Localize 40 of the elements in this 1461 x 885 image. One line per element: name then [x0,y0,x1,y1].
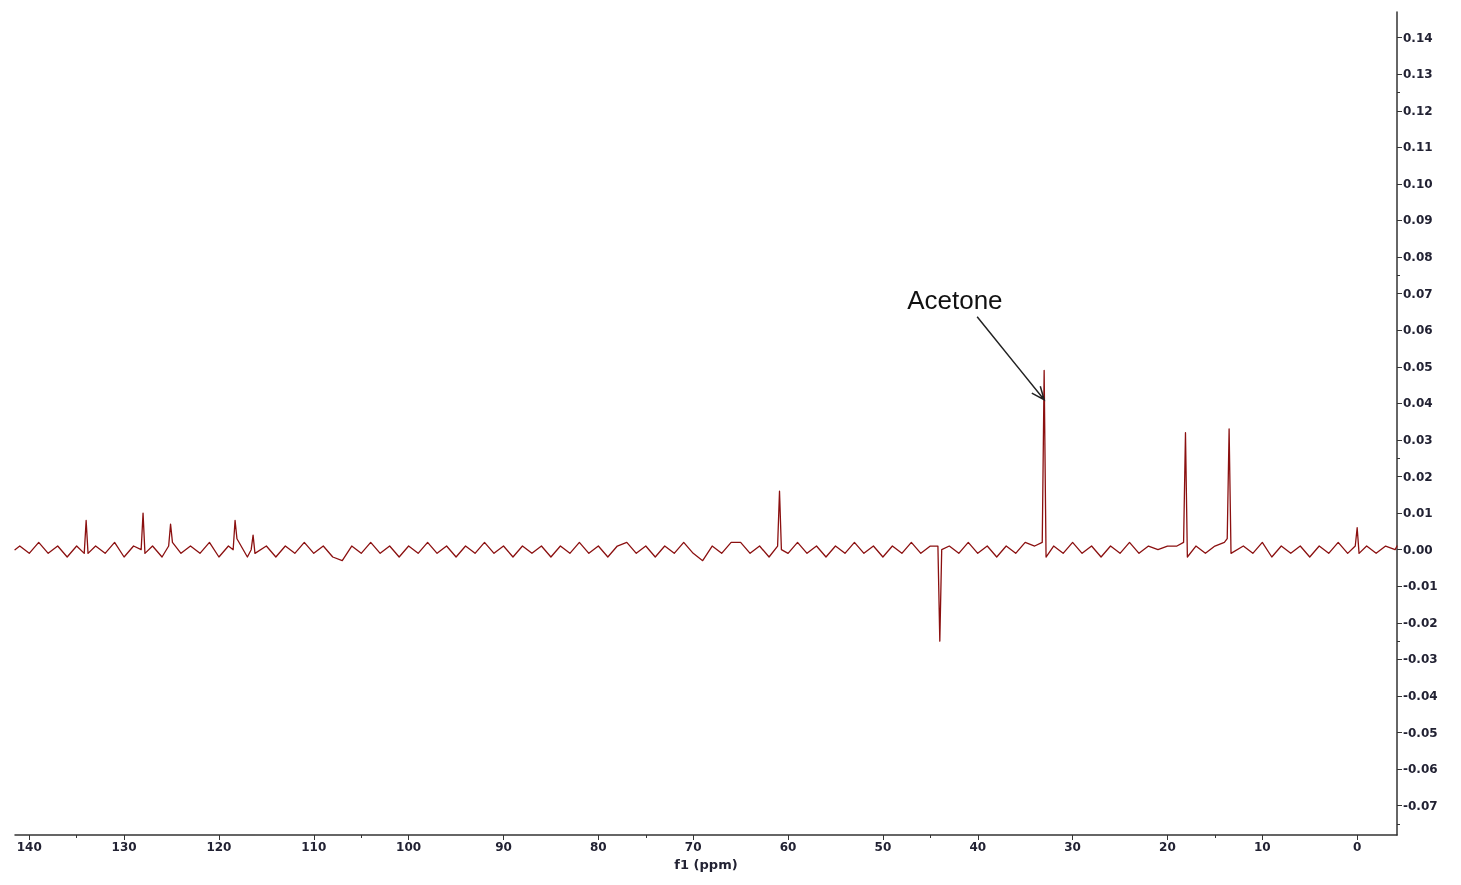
y-tick-label: 0.01 [1403,506,1433,521]
y-tick-label: 0.06 [1403,323,1433,338]
y-tick-label: 0.09 [1403,213,1433,228]
y-tick-label: 0.00 [1403,542,1433,557]
y-tick-label: 0.05 [1403,359,1433,374]
y-tick-label: 0.14 [1403,30,1433,45]
x-tick-label: 130 [111,840,137,854]
y-tick-label: 0.10 [1403,176,1433,191]
y-tick-label: 0.12 [1403,103,1433,118]
x-tick-label: 100 [396,840,422,854]
x-tick-label: 70 [684,840,702,854]
annotation: Acetone [907,284,1003,316]
x-tick-label: 10 [1253,840,1271,854]
x-tick-label: 140 [16,840,42,854]
y-tick-label: -0.06 [1403,762,1438,777]
y-tick-label: -0.07 [1403,798,1438,813]
x-tick-label: 110 [301,840,327,854]
line-series [14,369,1398,642]
y-tick-label: 0.11 [1403,140,1433,155]
y-tick-label: -0.01 [1403,579,1438,594]
x-tick-label: 60 [779,840,797,854]
x-tick-label: 20 [1159,840,1176,854]
y-tick-label: 0.13 [1403,67,1433,82]
x-tick-label: 90 [495,840,512,854]
x-tick-label: 0 [1352,840,1362,854]
y-tick-label: -0.04 [1403,689,1438,703]
x-tick-label: 50 [874,840,892,854]
y-tick-label: 0.02 [1403,469,1433,484]
y-tick-label: 0.03 [1403,432,1433,447]
x-tick-label: 120 [206,840,232,854]
x-tick-label: 40 [969,840,987,854]
y-tick-label: 0.08 [1403,250,1433,265]
y-tick-label: 0.07 [1403,286,1433,301]
y-tick-label: -0.02 [1403,615,1438,630]
x-tick-label: 30 [1064,840,1081,854]
y-tick-label: 0.04 [1403,396,1433,411]
y-tick-label: -0.03 [1403,652,1438,667]
x-axis-title: f1 (ppm) [674,856,738,872]
y-tick-label: -0.05 [1403,725,1438,740]
x-tick-label: 80 [589,840,607,854]
